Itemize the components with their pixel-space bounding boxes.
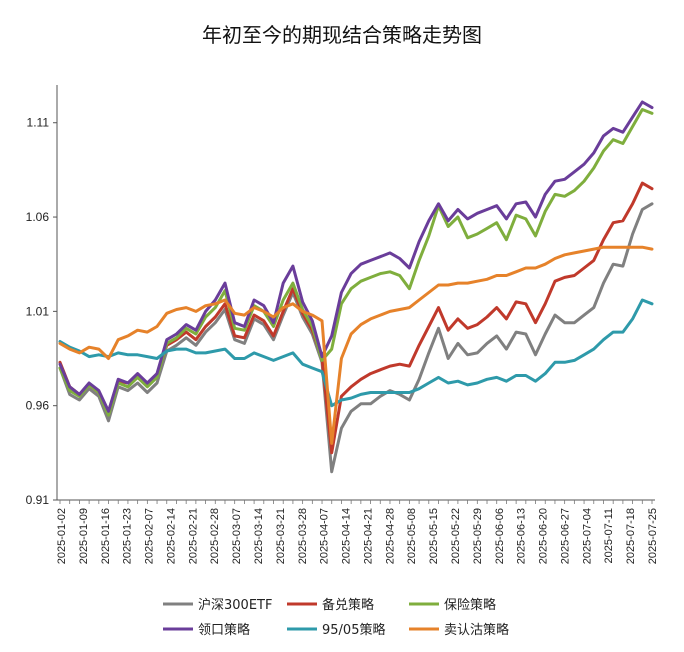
x-tick-label: 2025-02-14 (165, 508, 177, 564)
x-tick-label: 2025-07-11 (603, 508, 615, 563)
x-tick-label: 2025-01-16 (100, 508, 112, 564)
x-tick-label: 2025-01-23 (122, 508, 134, 564)
x-tick-label: 2025-06-20 (538, 508, 550, 564)
x-tick-label: 2025-03-28 (297, 508, 309, 564)
x-tick-label: 2025-03-14 (253, 508, 265, 564)
x-tick-label: 2025-02-07 (144, 508, 156, 564)
x-tick-label: 2025-01-09 (78, 508, 90, 564)
y-tick-label: 0.91 (26, 493, 50, 507)
x-tick-label: 2025-05-22 (450, 508, 462, 564)
legend-label: 95/05策略 (322, 622, 385, 638)
legend-label: 保险策略 (444, 597, 496, 613)
series-line (58, 100, 654, 413)
y-tick-label: 1.06 (26, 210, 50, 224)
legend-label: 备兑策略 (322, 597, 374, 613)
y-tick-label: 0.96 (26, 399, 50, 413)
x-tick-label: 2025-07-04 (581, 508, 593, 564)
x-tick-label: 2025-04-28 (384, 508, 396, 564)
y-tick-label: 1.01 (26, 304, 50, 318)
axes: 0.91 0.96 1.01 1.06 1.11 2025-01-02 2025-01-09… (26, 85, 659, 564)
y-tick-label: 1.11 (27, 116, 50, 130)
x-tick-label: 2025-03-07 (231, 508, 243, 564)
legend-label: 领口策略 (198, 622, 250, 638)
x-tick-label: 2025-05-08 (406, 508, 418, 564)
series-line (58, 298, 654, 408)
x-tick-label: 2025-02-28 (209, 508, 221, 564)
series-line (58, 245, 654, 445)
x-tick-label: 2025-03-21 (275, 508, 287, 564)
x-tick-label: 2025-07-25 (647, 508, 659, 564)
legend-label: 沪深300ETF (198, 597, 272, 613)
x-tick-label: 2025-04-21 (362, 508, 374, 564)
legend-label: 卖认沽策略 (444, 622, 509, 638)
x-tick-label: 2025-05-15 (428, 508, 440, 564)
x-tick-label: 2025-04-14 (341, 508, 353, 564)
series-line (58, 181, 654, 455)
x-tick-label: 2025-06-13 (516, 508, 528, 564)
x-tick-label: 2025-06-27 (559, 508, 571, 564)
series-group (58, 100, 654, 474)
x-tick-label: 2025-07-18 (625, 508, 637, 564)
chart-title: 年初至今的期现结合策略走势图 (202, 23, 482, 47)
x-tick-label: 2025-02-21 (187, 508, 199, 564)
series-line (58, 202, 654, 474)
x-tick-label: 2025-04-07 (319, 508, 331, 564)
series-line (58, 108, 654, 417)
x-tick-label: 2025-06-06 (494, 508, 506, 564)
x-tick-label: 2025-01-02 (56, 508, 68, 564)
x-tick-label: 2025-05-29 (472, 508, 484, 564)
